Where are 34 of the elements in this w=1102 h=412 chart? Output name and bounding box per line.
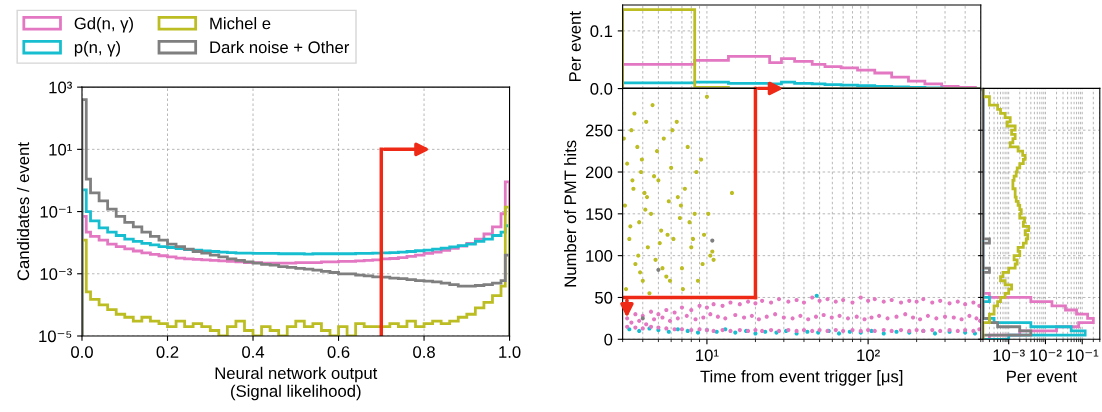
y-axis-title: Per event [569, 11, 581, 82]
y-tick-label: 150 [586, 208, 613, 221]
y-tick-label: 0 [604, 333, 613, 346]
y-tick-label: 200 [585, 166, 613, 179]
y-tick-label: 10¹ [49, 143, 72, 156]
y-tick-label: 0.0 [590, 82, 613, 95]
x-tick-label: 0.0 [71, 346, 93, 358]
y-tick-label: 10³ [49, 81, 72, 94]
x-tick-label: 0.2 [156, 346, 179, 358]
x-tick-label: 0.6 [327, 346, 350, 358]
y-tick-label: 50 [595, 291, 613, 304]
x-tick-label: 0.8 [413, 346, 435, 358]
x-tick-label: 0.4 [242, 346, 265, 358]
legend-label: Dark noise + Other [210, 40, 350, 54]
y-tick-label: 10⁻⁵ [39, 330, 72, 343]
y-tick-label: 10⁻¹ [40, 205, 72, 218]
y-axis-title: Candidates / event [16, 142, 30, 281]
x-tick-label: 1.0 [499, 346, 521, 358]
x-axis-title: Per event [1007, 370, 1077, 383]
x-tick-label: 10⁻¹ [1067, 349, 1099, 362]
x-axis-title: Time from event trigger [μs] [700, 370, 903, 386]
y-tick-label: 250 [585, 124, 613, 137]
y-tick-label: 100 [586, 250, 613, 262]
legend-label: Gd(n, γ) [74, 17, 133, 33]
x-tick-label: 10¹ [696, 349, 719, 362]
legend-label: p(n, γ) [74, 40, 121, 57]
x-axis-title: Neural network output (Signal likelihood) [215, 366, 378, 401]
y-tick-label: 10⁻³ [40, 268, 72, 280]
x-tick-label: 10⁻³ [993, 349, 1025, 362]
x-tick-label: 10⁻² [1030, 349, 1062, 362]
y-tick-label: 0.1 [590, 25, 613, 38]
x-tick-label: 10² [857, 349, 880, 362]
legend-label: Michel e [210, 17, 271, 30]
y-axis-title: Number of PMT hits [564, 140, 577, 287]
